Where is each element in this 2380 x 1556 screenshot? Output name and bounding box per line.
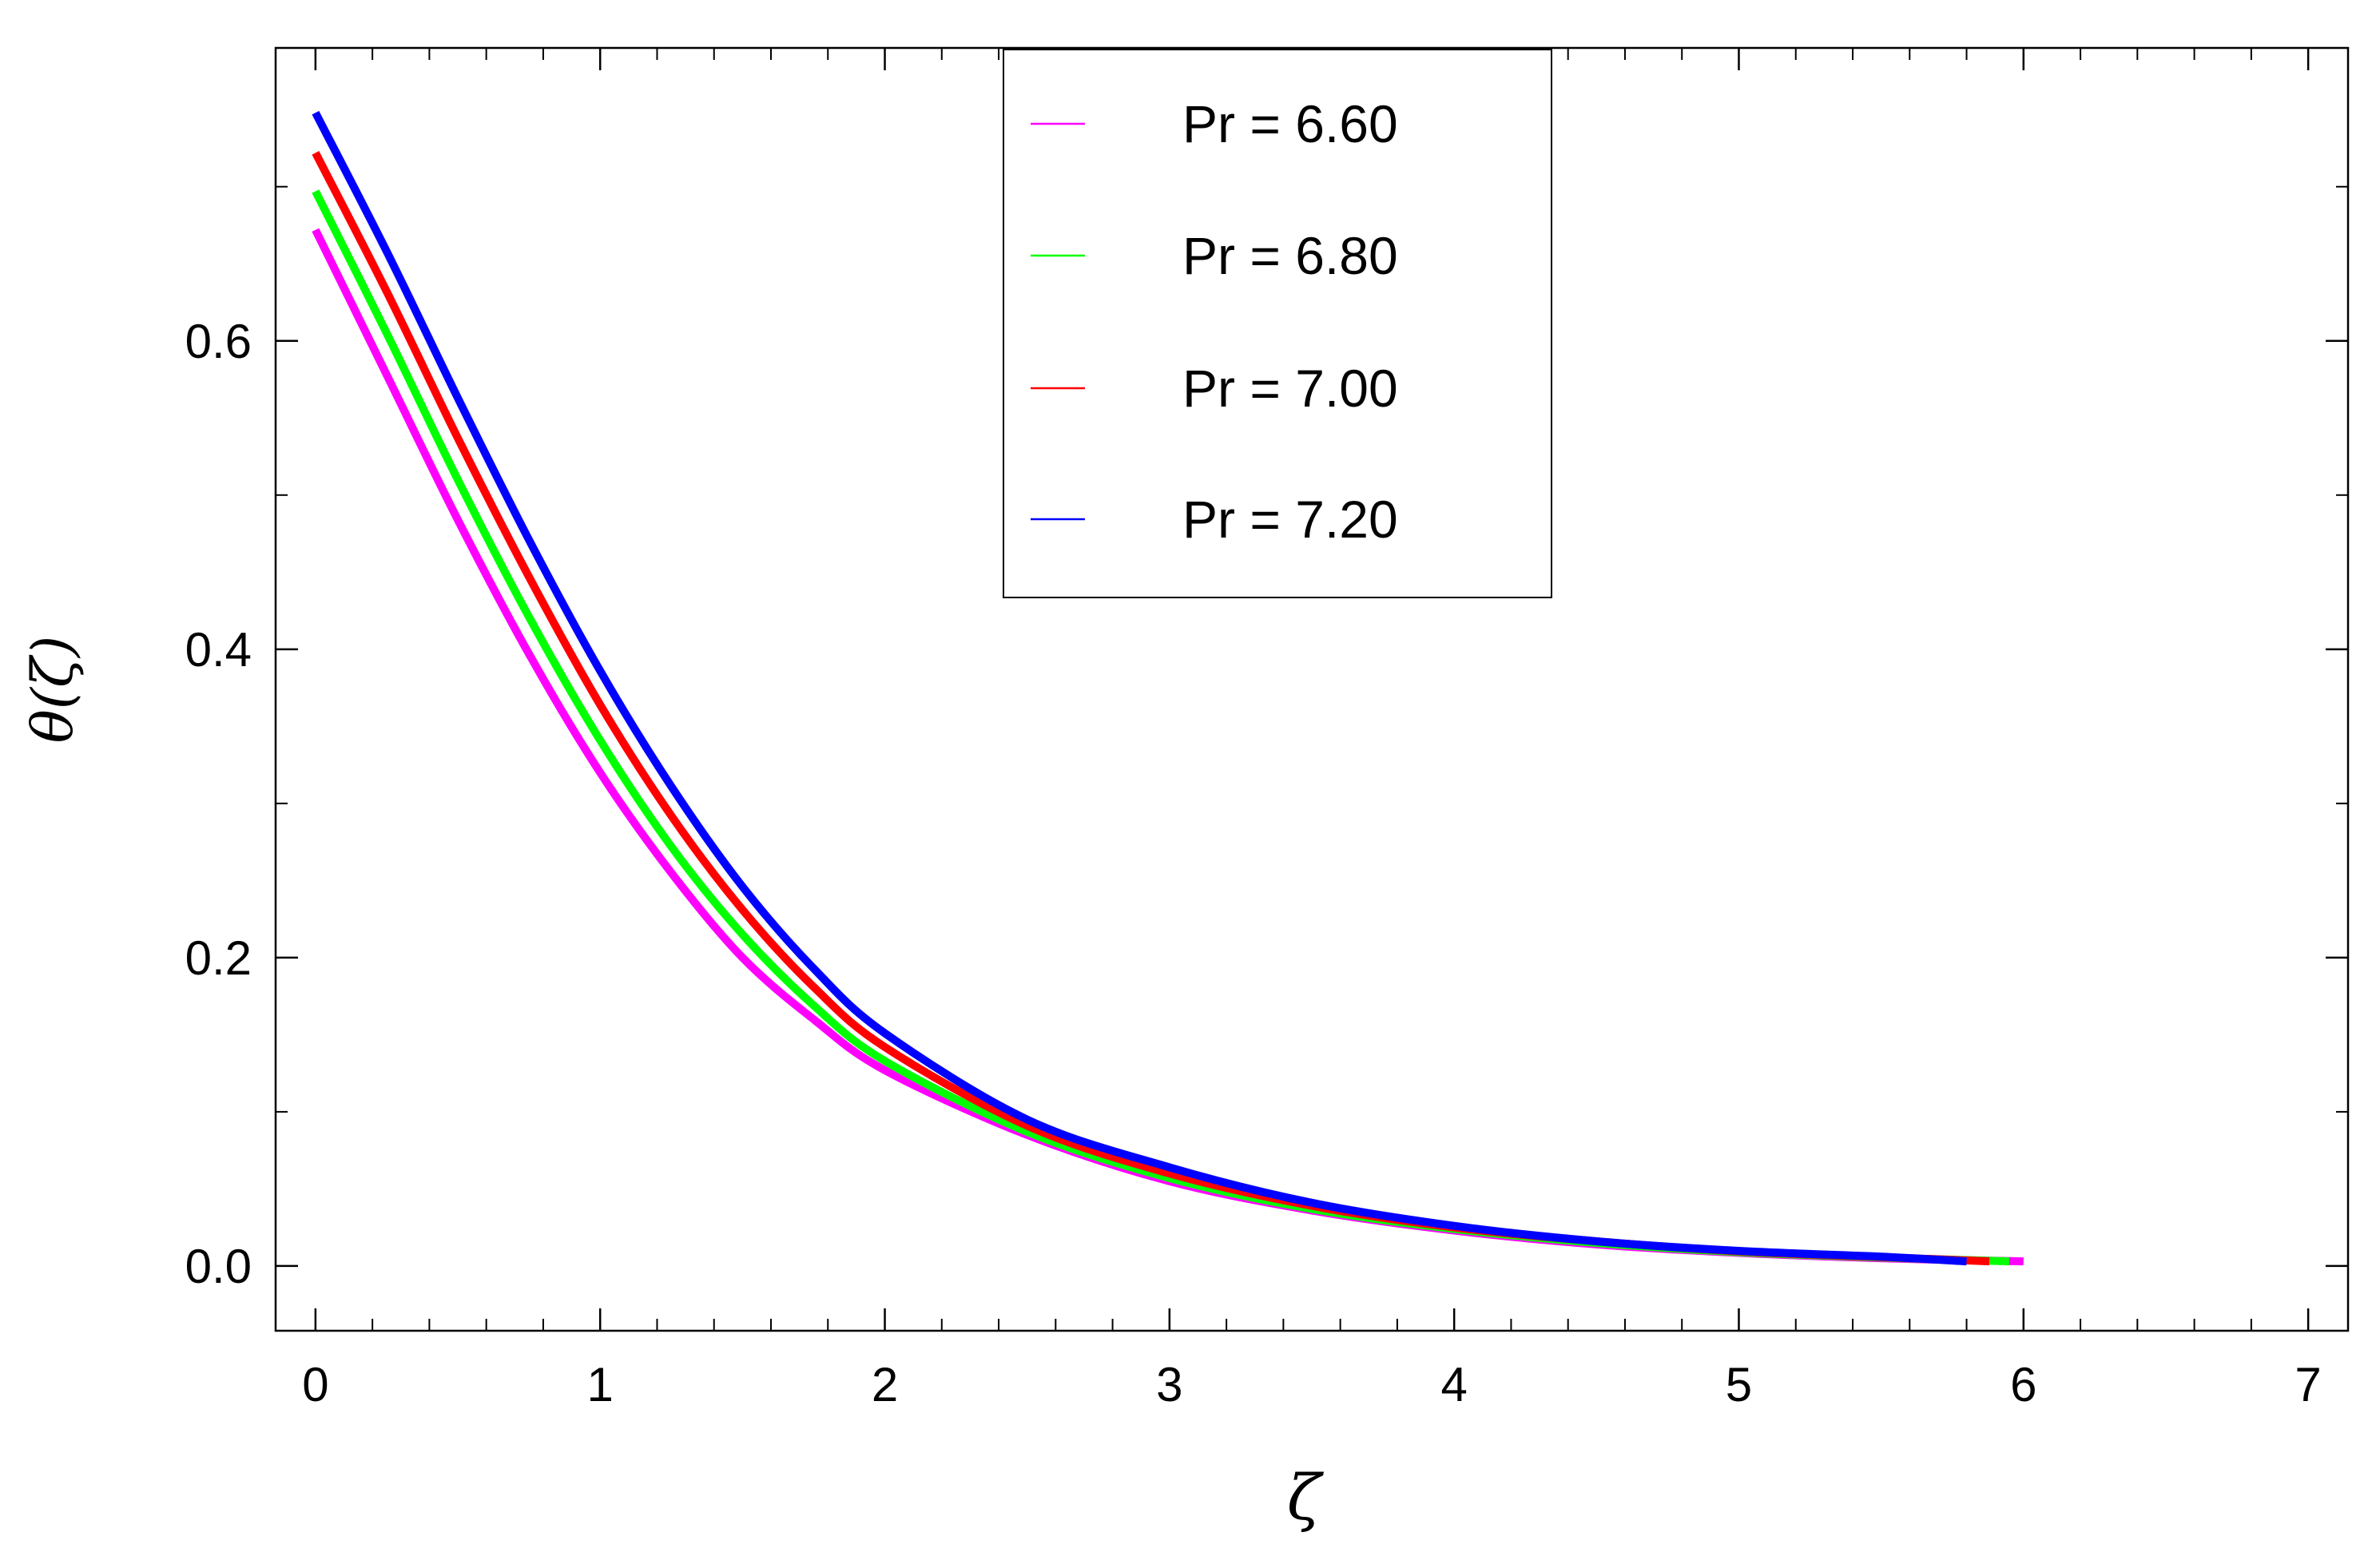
- y-tick-label: 0.0: [185, 1240, 252, 1293]
- x-tick-label: 0: [302, 1358, 328, 1411]
- legend-box: [1003, 49, 1552, 598]
- legend-items: Pr = 6.60 Pr = 6.80 Pr = 7.00 Pr = 7.20: [1031, 94, 1398, 549]
- x-tick-label: 3: [1156, 1358, 1182, 1411]
- legend-label: Pr = 6.80: [1182, 226, 1398, 285]
- legend-label: Pr = 7.20: [1182, 490, 1398, 549]
- x-tick-label: 2: [872, 1358, 898, 1411]
- x-axis-title: ζ: [1287, 1463, 1325, 1534]
- x-tick-label: 4: [1440, 1358, 1467, 1411]
- y-tick-label: 0.2: [185, 931, 252, 985]
- x-tick-label: 7: [2295, 1358, 2321, 1411]
- legend-label: Pr = 6.60: [1182, 94, 1398, 153]
- plot-frame: [274, 46, 2350, 1332]
- legend-label: Pr = 7.00: [1182, 359, 1398, 418]
- y-tick-label: 0.4: [185, 623, 252, 677]
- legend: Pr = 6.60 Pr = 6.80 Pr = 7.00 Pr = 7.20: [1003, 49, 1552, 598]
- x-tick-label: 1: [587, 1358, 614, 1411]
- series-line-4: [312, 110, 1967, 1266]
- series-layer: [312, 110, 2024, 1266]
- x-tick-label: 6: [2010, 1358, 2036, 1411]
- y-axis-title: θ(ζ): [20, 636, 85, 744]
- x-tick-label: 5: [1726, 1358, 1752, 1411]
- y-tick-label: 0.6: [185, 315, 252, 368]
